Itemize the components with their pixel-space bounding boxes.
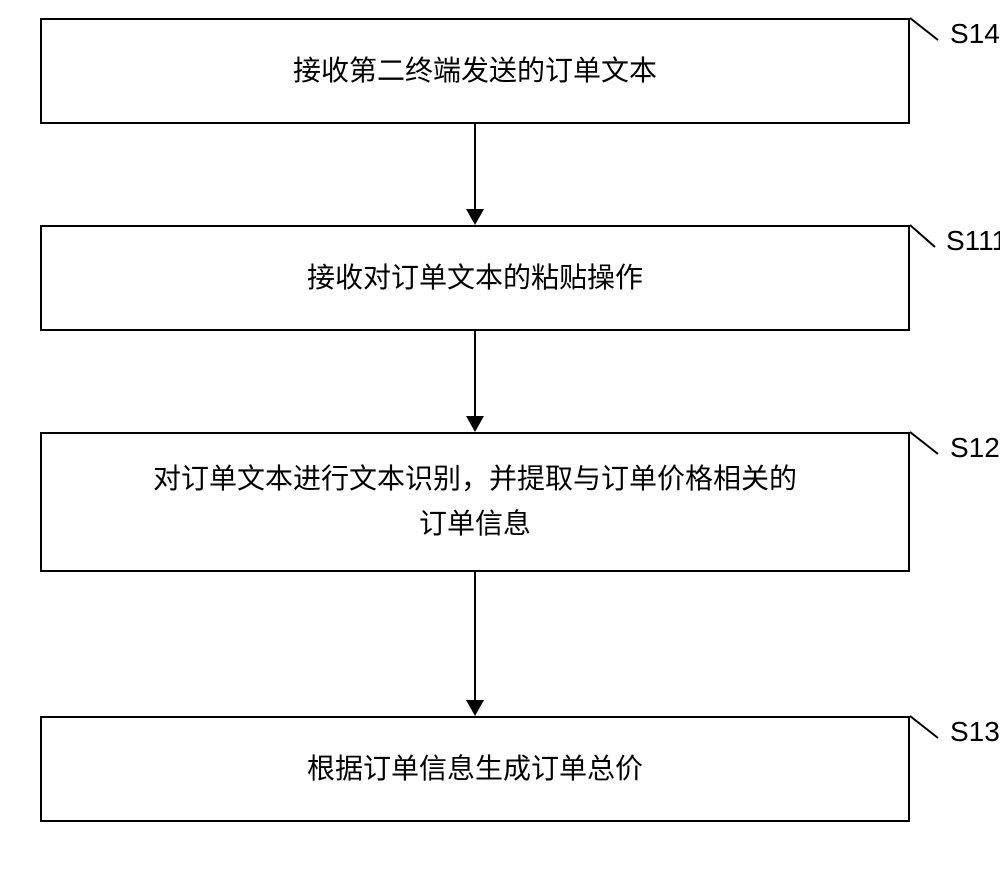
flow-node-n3: 对订单文本进行文本识别，并提取与订单价格相关的 订单信息 [40,432,910,572]
flow-node-text: 接收对订单文本的粘贴操作 [297,252,653,305]
flow-node-text: 接收第二终端发送的订单文本 [283,45,667,98]
flow-node-n2: 接收对订单文本的粘贴操作 [40,225,910,331]
flow-node-n4: 根据订单信息生成订单总价 [40,716,910,822]
flow-node-label: S111 [946,225,1000,257]
flow-node-label: S13 [950,716,1000,748]
flow-node-text: 根据订单信息生成订单总价 [297,743,653,796]
flow-node-n1: 接收第二终端发送的订单文本 [40,18,910,124]
flow-node-label: S12 [950,432,1000,464]
flow-node-label: S14 [950,18,1000,50]
flow-node-text: 对订单文本进行文本识别，并提取与订单价格相关的 订单信息 [143,453,807,551]
